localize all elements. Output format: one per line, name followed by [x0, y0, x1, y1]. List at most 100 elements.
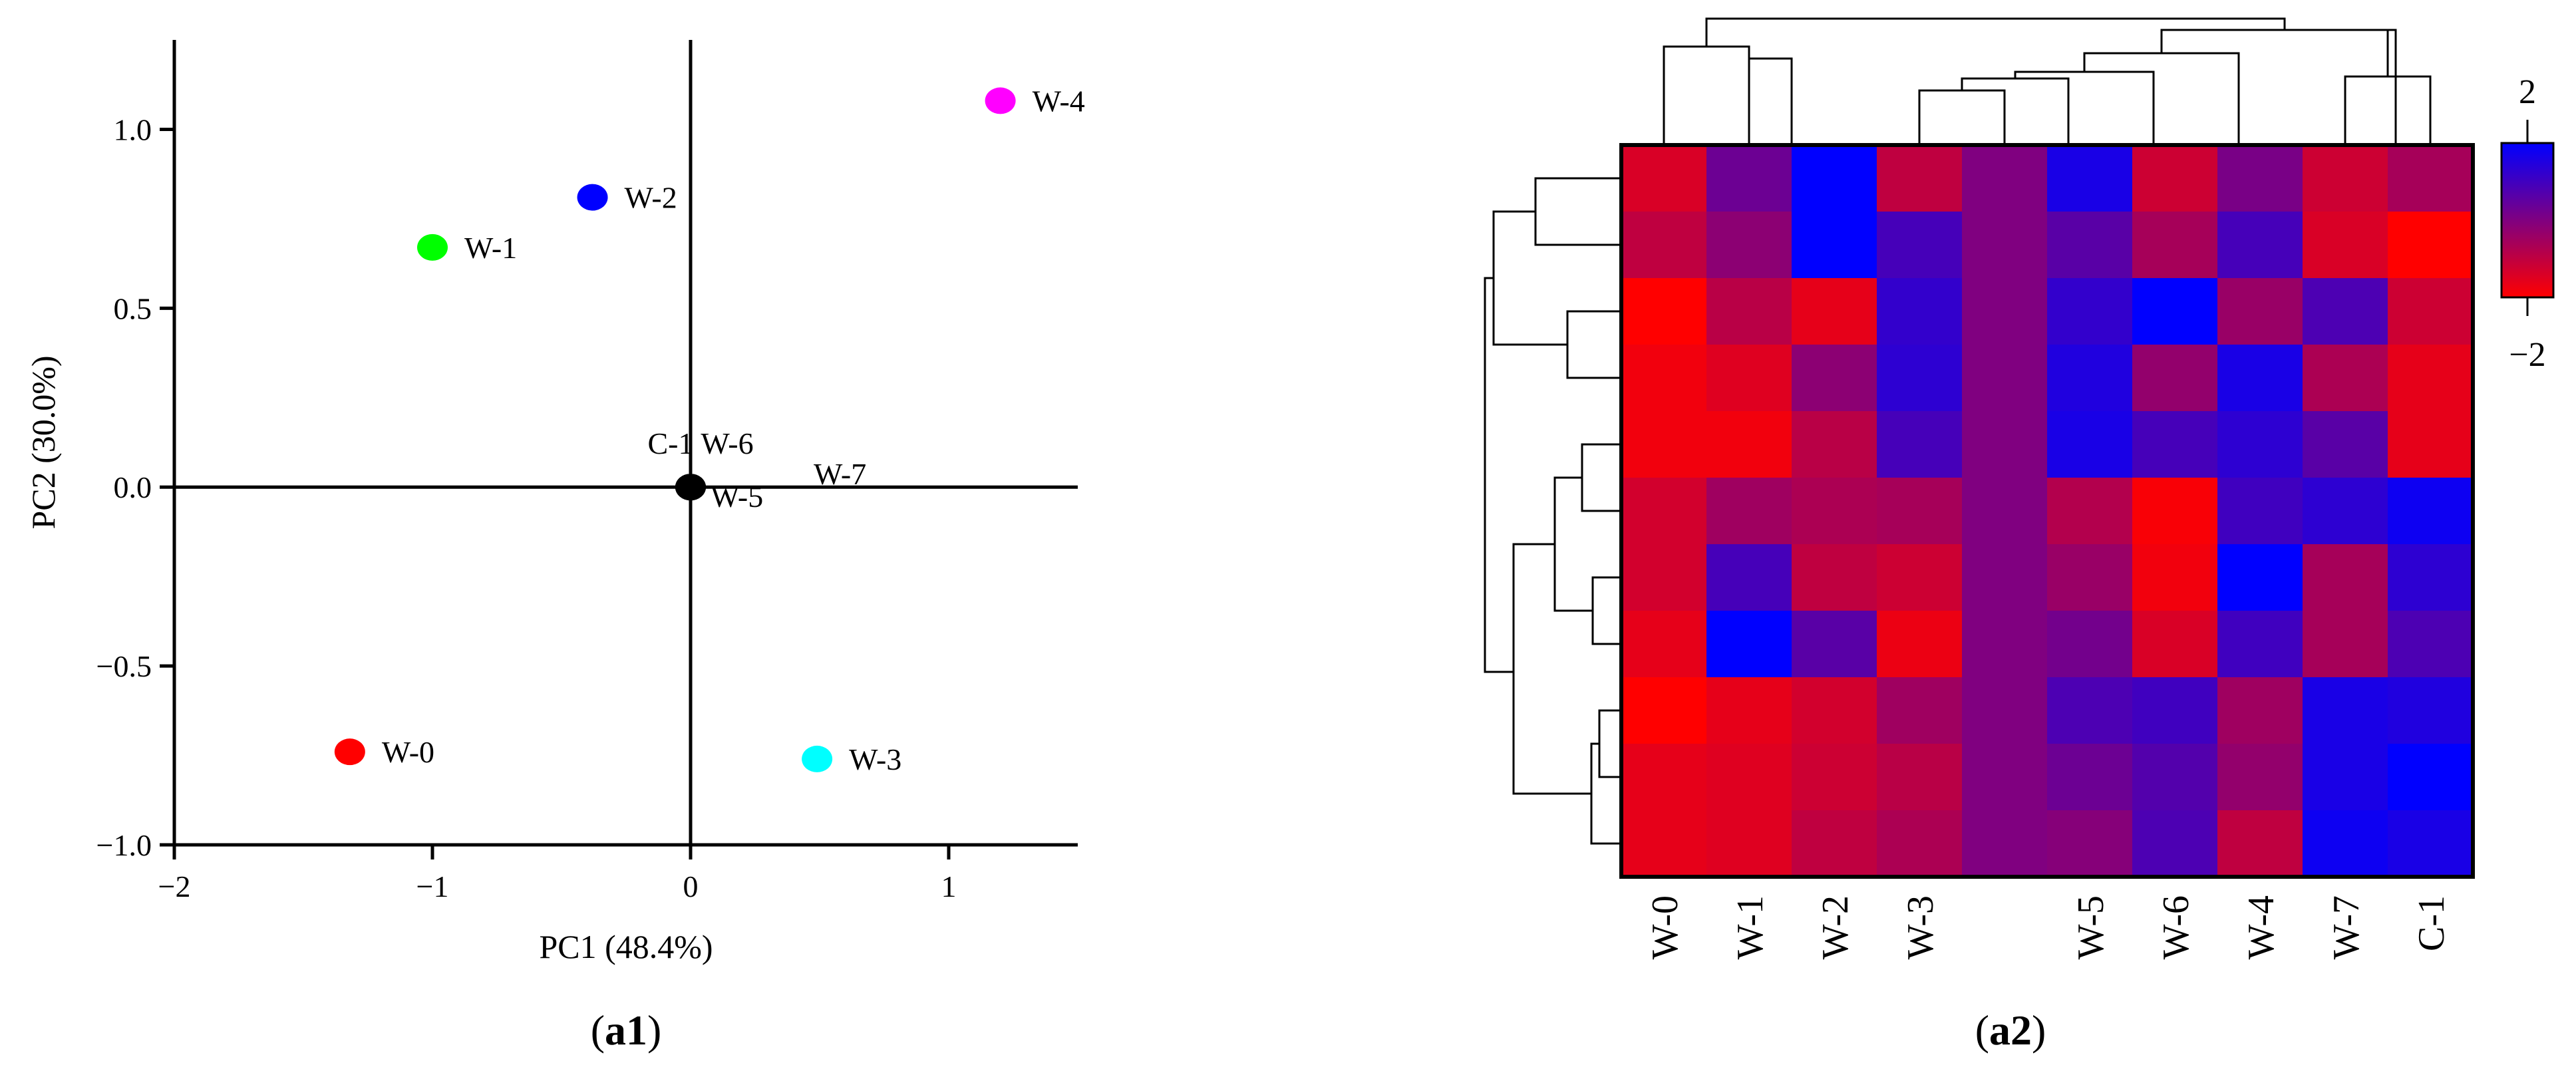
- heatmap-cell: [1621, 212, 1707, 279]
- heatmap-cell: [2303, 744, 2388, 811]
- heatmap-cell: [1877, 744, 1963, 811]
- heatmap-cell: [2388, 411, 2474, 478]
- panel-label-a1: (a1): [591, 1006, 662, 1054]
- heatmap-cell: [2132, 478, 2218, 545]
- heatmap-cell: [1962, 212, 2048, 279]
- heatmap-cell: [2217, 478, 2303, 545]
- heatmap-cell: [1962, 611, 2048, 678]
- pca-point-label: W-5: [711, 480, 763, 514]
- color-legend-bar: [2500, 142, 2555, 299]
- pca-x-ticks: −2 −1 0 1: [158, 845, 957, 903]
- heatmap-cell: [2047, 411, 2133, 478]
- heatmap-cell: [1706, 145, 1792, 212]
- heatmap-cell: [1962, 345, 2048, 412]
- heatmap-cell: [1877, 145, 1963, 212]
- pca-x-tick-label: 1: [941, 869, 957, 903]
- heatmap-cell: [1962, 677, 2048, 744]
- heatmap-cell: [2132, 212, 2218, 279]
- pca-score-plot: −2 −1 0 1 −1.0 −0.5 0.0 0.5 1.0 W-0 W-1 W-2 W-3 W-4…: [25, 40, 1085, 1054]
- heatmap-cell: [1706, 611, 1792, 678]
- legend-max-label: 2: [2519, 73, 2536, 111]
- heatmap-cell: [1962, 411, 2048, 478]
- heatmap-cell: [2388, 212, 2474, 279]
- pca-y-tick-label: 0.5: [114, 291, 152, 325]
- heatmap-cell: [2047, 345, 2133, 412]
- heatmap-cell: [2132, 611, 2218, 678]
- heatmap-cell: [2047, 478, 2133, 545]
- heatmap-cell: [1792, 212, 1877, 279]
- heatmap-column-label: C-1: [2411, 895, 2452, 951]
- heatmap-cell: [2217, 411, 2303, 478]
- heatmap-cell: [2047, 744, 2133, 811]
- heatmap-cell: [2132, 677, 2218, 744]
- heatmap-cell: [2303, 345, 2388, 412]
- pca-point: [985, 87, 1016, 114]
- heatmap-cell: [2217, 744, 2303, 811]
- heatmap-cell: [1877, 611, 1963, 678]
- heatmap-cell: [1792, 478, 1877, 545]
- pca-point-label: W-6: [701, 426, 753, 460]
- heatmap-cell: [2303, 212, 2388, 279]
- pca-x-tick-label: −2: [158, 869, 191, 903]
- legend-min-label: −2: [2509, 336, 2545, 374]
- heatmap-cell: [1877, 544, 1963, 611]
- heatmap-cell: [1621, 810, 1707, 877]
- heatmap-cell: [1706, 212, 1792, 279]
- heatmap-cell: [2217, 212, 2303, 279]
- heatmap-cell: [2047, 278, 2133, 345]
- heatmap-cell: [2303, 611, 2388, 678]
- heatmap-cell: [2217, 677, 2303, 744]
- pca-point-label: C-1: [648, 426, 694, 460]
- heatmap-cell: [1877, 677, 1963, 744]
- pca-x-axis-title: PC1 (48.4%): [539, 928, 713, 965]
- heatmap-cell: [2047, 611, 2133, 678]
- heatmap-cell: [1621, 744, 1707, 811]
- heatmap-cell: [2388, 544, 2474, 611]
- pca-point: [334, 738, 365, 766]
- heatmap-cell: [1877, 278, 1963, 345]
- heatmap-cell: [1706, 345, 1792, 412]
- heatmap-column-label: W-0: [1645, 895, 1686, 959]
- heatmap-cell: [2217, 145, 2303, 212]
- heatmap-cell: [1621, 544, 1707, 611]
- heatmap-cell: [2303, 478, 2388, 545]
- heatmap-cell: [1962, 810, 2048, 877]
- pca-x-tick-label: −1: [416, 869, 449, 903]
- pca-point-label: W-3: [849, 742, 901, 776]
- heatmap-cell: [1706, 544, 1792, 611]
- pca-point-label: W-1: [464, 231, 517, 265]
- heatmap-cell: [1877, 212, 1963, 279]
- heatmap-cell: [1621, 478, 1707, 545]
- heatmap-cell: [2303, 278, 2388, 345]
- heatmap-cell: [1877, 411, 1963, 478]
- heatmap-cell: [1621, 145, 1707, 212]
- heatmap-cell: [1792, 145, 1877, 212]
- heatmap-cell: [1962, 145, 2048, 212]
- heatmap-cell: [2132, 145, 2218, 212]
- heatmap-cell: [2047, 145, 2133, 212]
- heatmap-cell: [2132, 810, 2218, 877]
- heatmap-cell: [1792, 744, 1877, 811]
- heatmap: W-0 W-1 W-2 W-3 W-5 W-6 W-4 W-7 C-1 2 −2 (a2): [1484, 17, 2555, 1054]
- heatmap-cell: [2217, 544, 2303, 611]
- pca-y-tick-label: −1.0: [96, 828, 152, 862]
- heatmap-cell: [1792, 411, 1877, 478]
- pca-y-tick-label: 1.0: [114, 112, 152, 146]
- heatmap-column-label: W-1: [1730, 895, 1771, 959]
- heatmap-cell: [1792, 810, 1877, 877]
- heatmap-cell: [1706, 411, 1792, 478]
- pca-point: [802, 745, 833, 772]
- heatmap-cell: [2132, 278, 2218, 345]
- heatmap-cell: [2217, 611, 2303, 678]
- heatmap-cell: [2132, 411, 2218, 478]
- pca-point: [417, 233, 448, 261]
- pca-point: [675, 474, 706, 501]
- heatmap-cell: [2132, 345, 2218, 412]
- heatmap-cell: [1877, 810, 1963, 877]
- heatmap-cell: [2132, 744, 2218, 811]
- heatmap-cell: [1706, 744, 1792, 811]
- heatmap-cell: [1962, 744, 2048, 811]
- heatmap-cell: [1621, 278, 1707, 345]
- heatmap-column-label: W-3: [1900, 895, 1941, 959]
